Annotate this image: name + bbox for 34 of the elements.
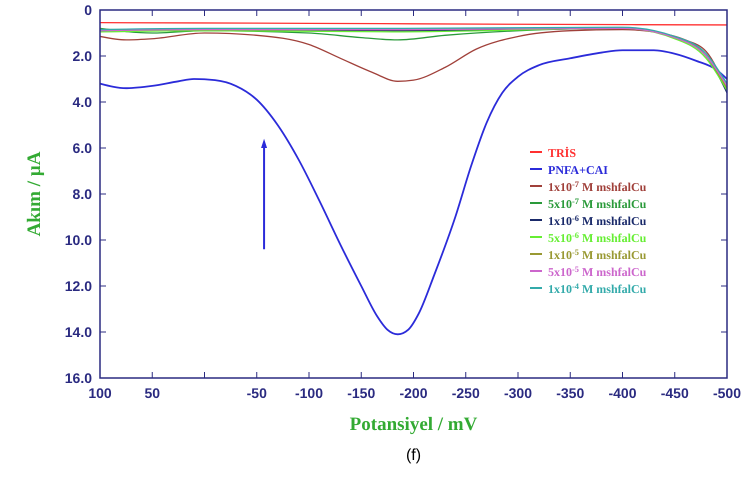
x-tick-label: -150 — [347, 385, 376, 401]
legend-label: PNFA+CAI — [548, 163, 608, 177]
y-tick-label: 6.0 — [72, 140, 92, 156]
y-tick-label: 8.0 — [72, 186, 92, 202]
text: (f) — [406, 447, 422, 464]
x-tick-label: -300 — [504, 385, 532, 401]
x-axis-title: Potansiyel / mV — [350, 414, 478, 435]
legend-label: 1x10$^{-7}$ M mshfalCu — [548, 180, 647, 194]
y-tick-label: 4.0 — [72, 94, 92, 110]
y-tick-label: 14.0 — [64, 324, 92, 340]
x-tick-label: -350 — [556, 385, 584, 401]
y-tick-label: 12.0 — [64, 278, 92, 294]
line-series — [99, 49, 728, 336]
legend-label: 5x10$^{-5}$ M mshfalCu — [548, 264, 647, 279]
y-tick-label: 16.0 — [64, 370, 92, 386]
x-tick-label: -200 — [399, 385, 428, 401]
x-tick-label: 50 — [144, 385, 160, 401]
y-axis-title: Akım / µA — [24, 151, 45, 236]
y-tick-label: 2.0 — [72, 48, 92, 64]
x-tick-label: -250 — [452, 385, 480, 401]
legend-label: 5x10$^{-6}$ M mshfalCu — [548, 230, 647, 245]
legend-label: 1x10$^{-6}$ M mshfalCu — [548, 214, 647, 228]
legend-label: 1x10$^{-5}$ M mshfalCu — [548, 248, 647, 262]
x-tick-label: -450 — [660, 385, 689, 401]
x-tick-label: -50 — [246, 385, 268, 401]
y-tick-label: 0 — [84, 2, 92, 18]
x-tick-label: -500 — [712, 385, 742, 401]
legend-label: 5x10$^{-7}$ M mshfalCu — [548, 196, 647, 211]
x-tick-label: -400 — [608, 385, 637, 401]
legend-label: TRİS — [548, 146, 576, 160]
legend-label: 1x10$^{-4}$ M mshfalCu — [548, 282, 647, 296]
x-tick-label: 100 — [88, 385, 112, 401]
x-tick-label: -100 — [294, 385, 324, 401]
y-tick-label: 10.0 — [64, 232, 92, 248]
